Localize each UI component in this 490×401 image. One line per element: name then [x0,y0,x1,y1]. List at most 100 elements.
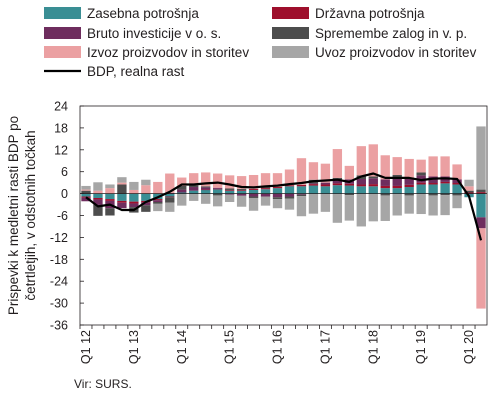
bar-4-27 [404,158,414,178]
bar-2-10 [201,187,211,190]
bar-2-11 [212,187,223,189]
bar-5-14 [248,197,259,211]
bar-3-29 [428,193,438,196]
bar-2-25 [380,179,390,186]
y-tick-label-1: 18 [54,121,68,135]
bar-4-23 [356,146,366,176]
y-tick-label-4: 0 [61,187,68,201]
bar-2-27 [404,177,414,185]
bar-3-25 [380,193,390,196]
bar-3-5 [141,205,151,212]
legend-label-0: Zasebna potrošnja [87,6,199,21]
x-tick-label-1: Q1 13 [127,330,141,364]
bar-5-30 [440,195,450,216]
bar-0-3 [117,193,127,201]
bar-3-27 [404,193,414,196]
bar-2-20 [320,182,331,185]
bar-1-10 [201,189,211,191]
legend-swatch-4 [44,46,81,58]
bar-4-12 [224,175,235,189]
legend-label-6: BDP, realna rast [87,64,185,79]
bar-4-33 [476,228,486,309]
bar-3-14 [248,196,259,198]
bar-2-18 [296,193,307,195]
bar-4-11 [212,173,223,188]
bar-5-5 [141,179,151,186]
bar-3-24 [368,176,378,179]
bar-1-32 [464,192,474,194]
bar-0-31 [452,184,462,194]
bar-4-10 [201,172,211,187]
bar-5-28 [416,193,426,215]
bar-2-6 [153,200,163,202]
bar-1-0 [81,196,91,198]
bar-5-3 [117,177,127,183]
legend-swatch-3 [272,27,309,39]
bar-5-17 [284,198,295,210]
bar-3-32 [464,190,474,193]
bar-5-32 [464,179,474,187]
bar-5-8 [177,193,187,206]
bar-4-16 [272,173,283,188]
bar-2-4 [129,203,139,208]
y-axis-title-line-2: četrtletjih, v odstotnih točkah [23,130,38,300]
bar-4-31 [452,164,462,180]
bar-4-18 [296,158,307,185]
bar-4-0 [81,189,91,191]
bar-3-8 [177,185,187,190]
bar-0-23 [356,186,366,194]
bar-2-14 [248,193,259,197]
legend-swatch-1 [272,7,309,19]
bar-2-0 [81,197,91,202]
bar-0-17 [284,186,295,194]
bar-1-23 [356,184,366,187]
legend-label-1: Državna potrošnja [315,6,425,21]
bar-3-16 [272,197,283,200]
bar-2-23 [356,179,366,185]
bar-2-17 [284,193,295,197]
bar-2-8 [177,189,187,193]
x-tick-label-5: Q1 17 [318,330,332,364]
bar-4-13 [236,176,247,189]
bar-1-1 [93,197,103,200]
bar-3-18 [296,194,307,197]
bar-5-11 [212,195,223,207]
bar-4-24 [368,144,378,177]
bar-2-26 [392,178,402,186]
bar-3-0 [81,190,91,194]
bar-4-8 [177,177,187,186]
y-axis: 24 18 12 6 0 -6 -12 -18 -24 -30 -36 [50,100,84,333]
bar-0-19 [308,185,319,194]
legend-swatch-2 [44,27,81,39]
bar-2-24 [368,178,378,185]
bar-2-21 [332,179,343,184]
bar-0-7 [165,193,175,197]
bar-0-16 [272,188,283,194]
bar-4-21 [332,149,343,178]
bar-0-11 [212,189,223,194]
bar-3-10 [201,186,211,188]
bar-2-13 [236,193,247,196]
bar-5-4 [129,181,139,190]
bar-4-4 [129,189,139,194]
bar-4-30 [440,156,450,177]
bar-5-18 [296,196,307,217]
bar-1-29 [428,183,438,185]
bar-5-9 [189,193,199,201]
bar-2-5 [141,202,151,206]
bar-4-22 [344,165,355,180]
x-tick-label-2: Q1 14 [175,330,189,364]
bar-0-9 [189,190,199,194]
x-tick-label-6: Q1 18 [366,330,380,364]
bar-3-33 [476,189,486,193]
bar-5-25 [380,195,390,221]
bar-5-12 [224,194,235,202]
bar-0-14 [248,189,259,194]
bar-3-11 [212,193,223,196]
bar-4-6 [153,181,163,194]
x-axis: Q1 12 Q1 13 Q1 14 Q1 15 Q1 16 Q1 17 Q1 18 Q1 19… [79,325,476,364]
bar-4-19 [308,162,319,180]
y-tick-label-2: 12 [54,143,68,157]
bar-2-1 [93,199,103,205]
bar-4-1 [93,190,103,194]
